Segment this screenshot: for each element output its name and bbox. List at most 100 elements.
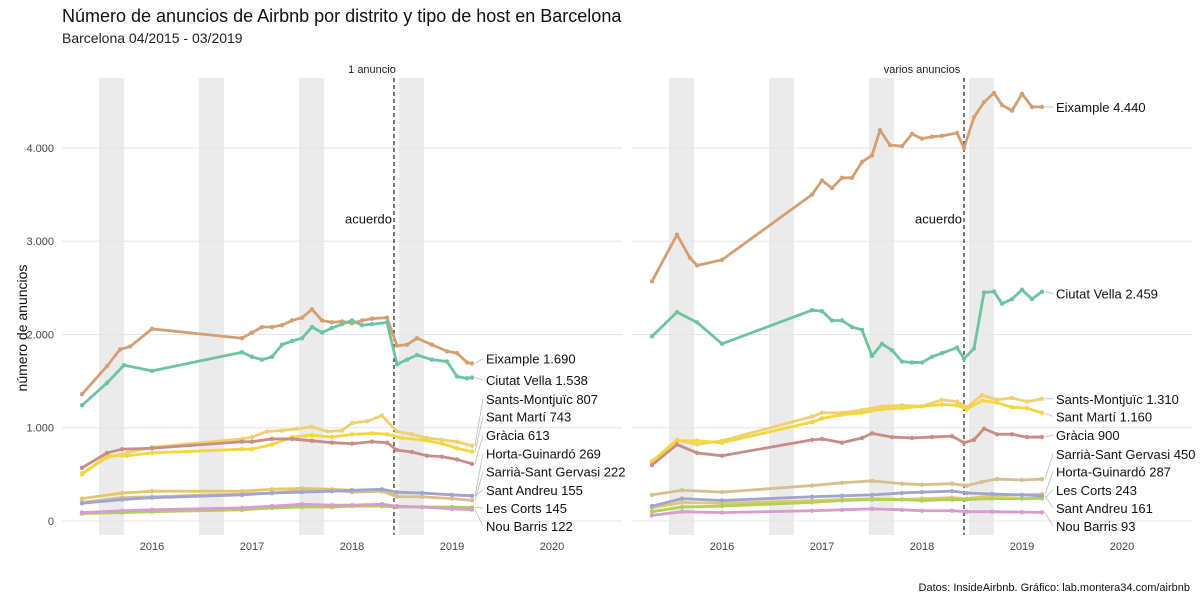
data-point — [954, 403, 960, 408]
data-point — [979, 479, 985, 485]
data-point — [694, 442, 700, 447]
data-point — [899, 490, 905, 496]
data-point — [819, 410, 825, 416]
data-point — [954, 130, 960, 136]
label-leader — [474, 377, 484, 381]
data-point — [384, 320, 390, 325]
data-point — [414, 336, 420, 341]
data-point — [121, 363, 127, 368]
data-point — [869, 492, 875, 498]
data-point — [989, 491, 995, 497]
x-tick-label: 2018 — [340, 541, 364, 553]
data-point — [809, 500, 815, 505]
data-point — [299, 336, 305, 341]
series-line-sarri-sant-gervasi — [650, 477, 1044, 497]
x-tick-label: 2016 — [710, 541, 734, 553]
data-point — [299, 502, 305, 507]
data-point — [1009, 395, 1015, 401]
data-point — [809, 192, 815, 197]
data-point — [919, 360, 925, 365]
data-point — [679, 496, 685, 501]
data-point — [929, 134, 935, 139]
data-point — [679, 500, 685, 505]
label-leader — [474, 489, 484, 497]
data-point — [1019, 477, 1025, 483]
series-end-label: Sant Andreu 155 — [486, 483, 583, 498]
data-point — [819, 178, 825, 183]
series-end-label: Sant Andreu 161 — [1056, 501, 1153, 516]
data-point — [719, 489, 725, 495]
data-point — [1009, 108, 1015, 113]
data-point — [239, 492, 245, 498]
data-point — [919, 482, 925, 487]
data-point — [294, 426, 300, 431]
data-point — [469, 461, 475, 467]
data-point — [259, 357, 265, 362]
series-end-label: Ciutat Vella 2.459 — [1056, 286, 1158, 301]
data-point — [649, 503, 655, 509]
data-point — [369, 431, 375, 436]
data-point — [359, 318, 365, 323]
shaded-band — [99, 78, 124, 535]
shaded-band — [769, 78, 794, 535]
label-leader — [474, 435, 484, 464]
label-leader — [474, 471, 484, 501]
data-point — [309, 438, 315, 444]
data-point — [989, 496, 995, 501]
series-line-eixample — [80, 307, 474, 396]
data-point — [469, 375, 475, 380]
series-line-ciutat-vella — [650, 288, 1044, 364]
data-point — [464, 360, 470, 365]
data-point — [1019, 492, 1025, 498]
data-point — [1039, 104, 1045, 110]
data-point — [1029, 104, 1035, 110]
series-end-label: Gràcia 613 — [486, 428, 550, 443]
data-point — [939, 397, 945, 402]
data-point — [454, 457, 460, 462]
label-leader — [474, 358, 484, 364]
data-point — [149, 326, 155, 332]
data-point — [879, 341, 885, 347]
data-point — [719, 257, 725, 263]
data-point — [454, 350, 460, 356]
data-point — [1019, 287, 1025, 292]
data-point — [949, 488, 955, 494]
data-point — [249, 439, 255, 444]
data-point — [839, 493, 845, 499]
data-point — [839, 440, 845, 445]
data-point — [1029, 296, 1035, 302]
data-point — [454, 374, 460, 379]
data-point — [899, 359, 905, 364]
data-point — [919, 136, 925, 141]
data-point — [79, 501, 85, 506]
data-point — [869, 506, 875, 512]
data-point — [1039, 289, 1045, 294]
data-point — [469, 507, 475, 512]
data-point — [961, 356, 967, 361]
data-point — [694, 450, 700, 456]
x-tick-label: 2020 — [540, 541, 564, 553]
data-point — [999, 301, 1005, 306]
label-leader — [1044, 412, 1054, 417]
data-point — [1024, 434, 1030, 440]
data-point — [149, 368, 155, 374]
data-point — [674, 442, 680, 447]
data-point — [649, 462, 655, 468]
data-point — [869, 353, 875, 359]
data-point — [679, 488, 685, 493]
data-point — [1039, 493, 1045, 499]
data-point — [1024, 405, 1030, 411]
data-point — [674, 309, 680, 315]
data-point — [979, 398, 985, 403]
data-point — [394, 447, 400, 453]
data-point — [309, 424, 315, 430]
data-point — [719, 341, 725, 347]
data-point — [1039, 434, 1045, 440]
data-point — [899, 143, 905, 149]
data-point — [964, 497, 970, 502]
data-point — [869, 153, 875, 158]
data-point — [119, 490, 125, 496]
series-end-label: Horta-Guinardó 269 — [486, 446, 601, 461]
data-point — [319, 318, 325, 323]
data-point — [719, 510, 725, 515]
